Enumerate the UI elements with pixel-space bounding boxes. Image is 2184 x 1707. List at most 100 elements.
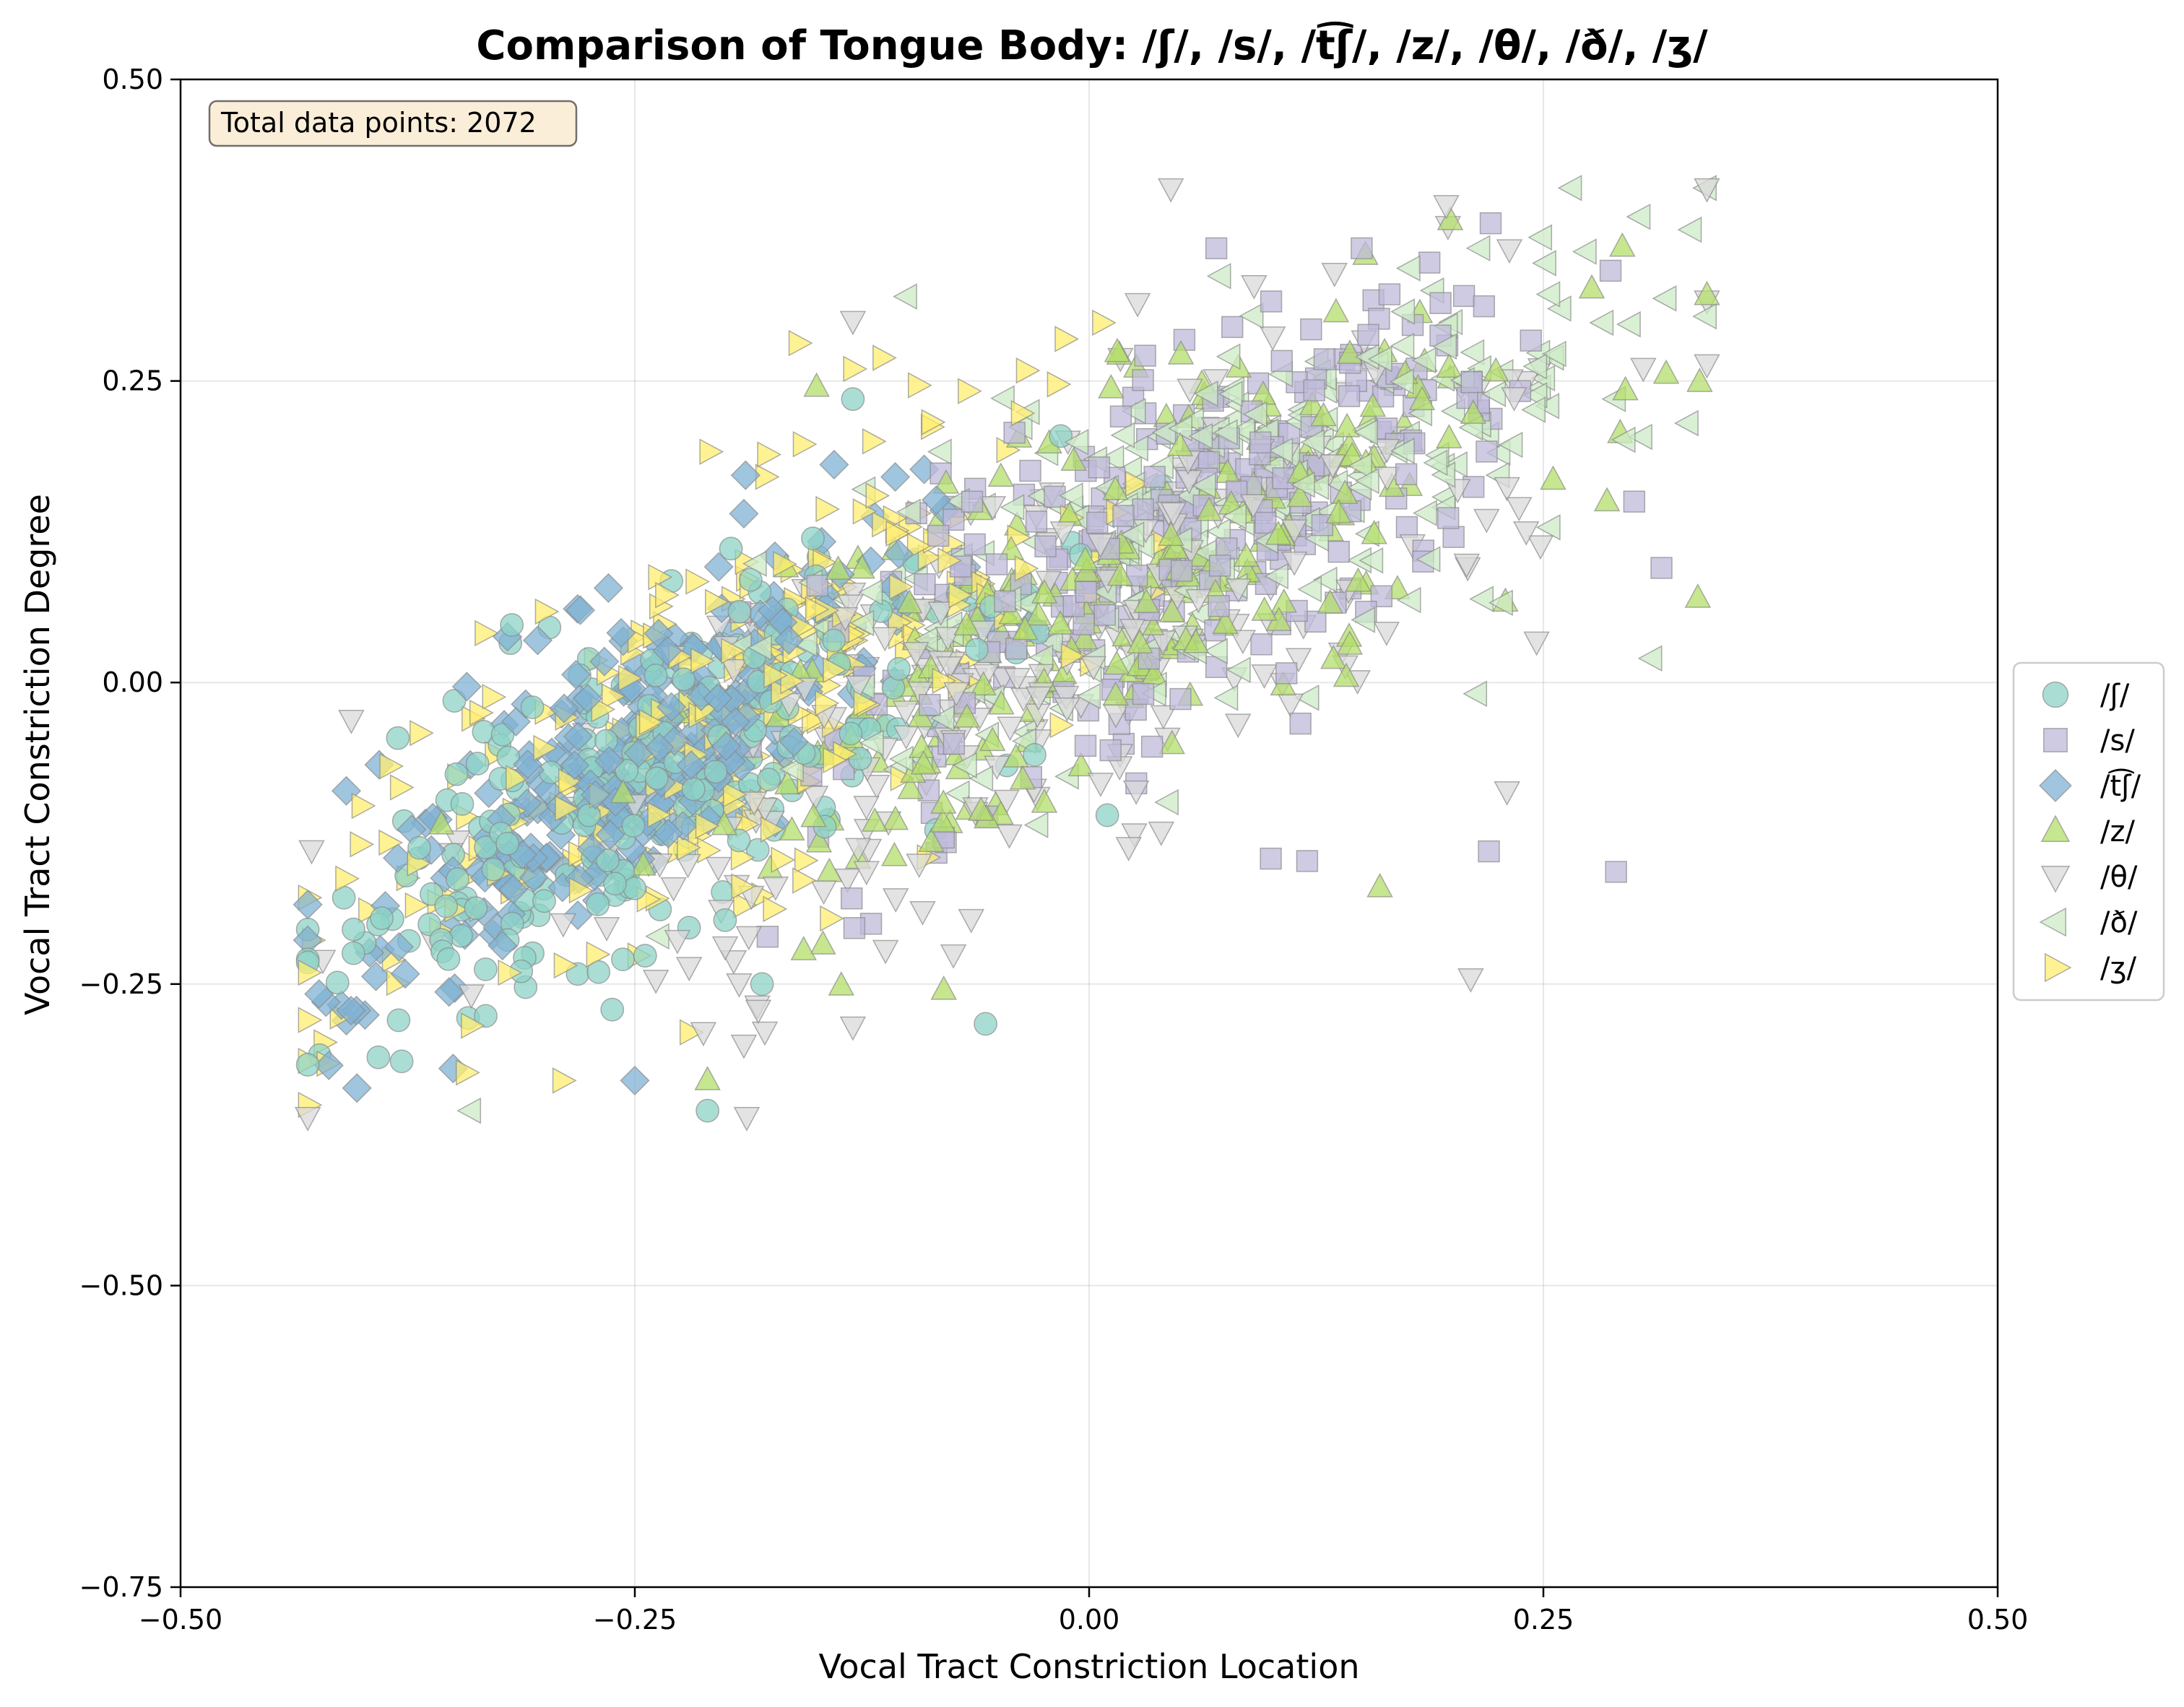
data-point [1460,339,1485,366]
data-point [806,574,828,597]
data-point [342,1073,372,1103]
data-point [1019,459,1041,482]
data-point [404,892,430,919]
data-point [1498,431,1523,459]
data-point [1102,681,1130,706]
data-point [1058,482,1083,509]
data-point [580,780,611,810]
data-point [1300,318,1322,341]
data-point [1250,633,1273,656]
data-point [1009,765,1036,790]
data-point [298,959,323,986]
data-point [882,805,909,830]
data-point [940,944,967,969]
data-point [410,719,434,747]
data-point [533,734,558,762]
data-point [703,552,734,582]
data-point [897,774,924,799]
data-point [747,634,772,661]
data-point [1062,594,1085,617]
data-point [1488,589,1513,617]
data-point [1652,285,1677,312]
data-point [979,726,1006,752]
data-point [825,555,852,580]
data-point [703,760,728,784]
data-point [1132,682,1155,705]
data-point [1623,490,1646,513]
data-point [1465,235,1491,262]
data-point [1528,224,1553,251]
data-point [745,838,770,862]
data-point [733,1107,760,1132]
total-points-annotation: Total data points: 2072 [208,100,578,147]
data-point [653,818,683,849]
data-point [1099,445,1124,472]
data-point [655,581,680,609]
data-point [1158,598,1186,622]
data-point [601,683,626,710]
data-point [1259,326,1286,351]
data-point [500,613,524,637]
data-point [832,607,859,632]
data-point [1109,405,1132,427]
data-point [458,984,485,1009]
data-point [958,378,982,404]
data-point [844,838,872,863]
data-point [1535,514,1561,541]
y-tick-label: −0.50 [79,1269,163,1301]
data-point [1418,251,1441,274]
data-point [1264,563,1289,590]
data-point [1112,505,1135,527]
data-point [1367,346,1392,373]
data-point [1213,685,1239,711]
data-point [1473,295,1496,318]
data-point [1684,583,1712,608]
data-point [1151,419,1176,446]
legend-marker [2043,728,2068,752]
data-point [1075,581,1098,604]
data-point [1578,274,1606,299]
data-point [1265,520,1292,545]
data-point [656,692,687,722]
data-point [593,573,624,603]
data-point [792,430,818,458]
data-point [498,959,523,986]
data-point [1087,533,1114,558]
data-point [1034,535,1057,557]
data-point [1133,588,1160,613]
data-point [1221,316,1244,339]
data-point [1280,551,1308,576]
data-point [573,683,603,714]
data-point [1225,578,1252,603]
data-point [872,627,898,652]
data-point [1028,644,1054,671]
data-point [1002,743,1030,768]
data-point [961,490,984,513]
data-point [366,1045,391,1069]
data-point [801,526,825,550]
data-point [1071,625,1098,650]
data-point [600,997,625,1022]
data-point [1336,339,1364,364]
data-point [881,841,908,866]
data-point [495,831,520,856]
data-point [805,828,833,853]
data-point [1003,422,1026,444]
data-point [849,609,875,637]
data-point [1353,419,1378,446]
data-point [1520,329,1542,352]
data-point [1628,423,1652,451]
data-point [838,721,863,746]
data-point [1080,656,1107,681]
data-point [763,662,789,689]
data-point [1150,705,1177,730]
data-point [930,975,957,1000]
data-point [1149,630,1176,655]
data-point [552,1067,577,1094]
data-point [1154,789,1179,816]
data-point [802,786,829,811]
data-point [1098,373,1124,399]
data-point [434,977,464,1007]
data-point [1478,840,1500,863]
data-point [498,874,529,905]
